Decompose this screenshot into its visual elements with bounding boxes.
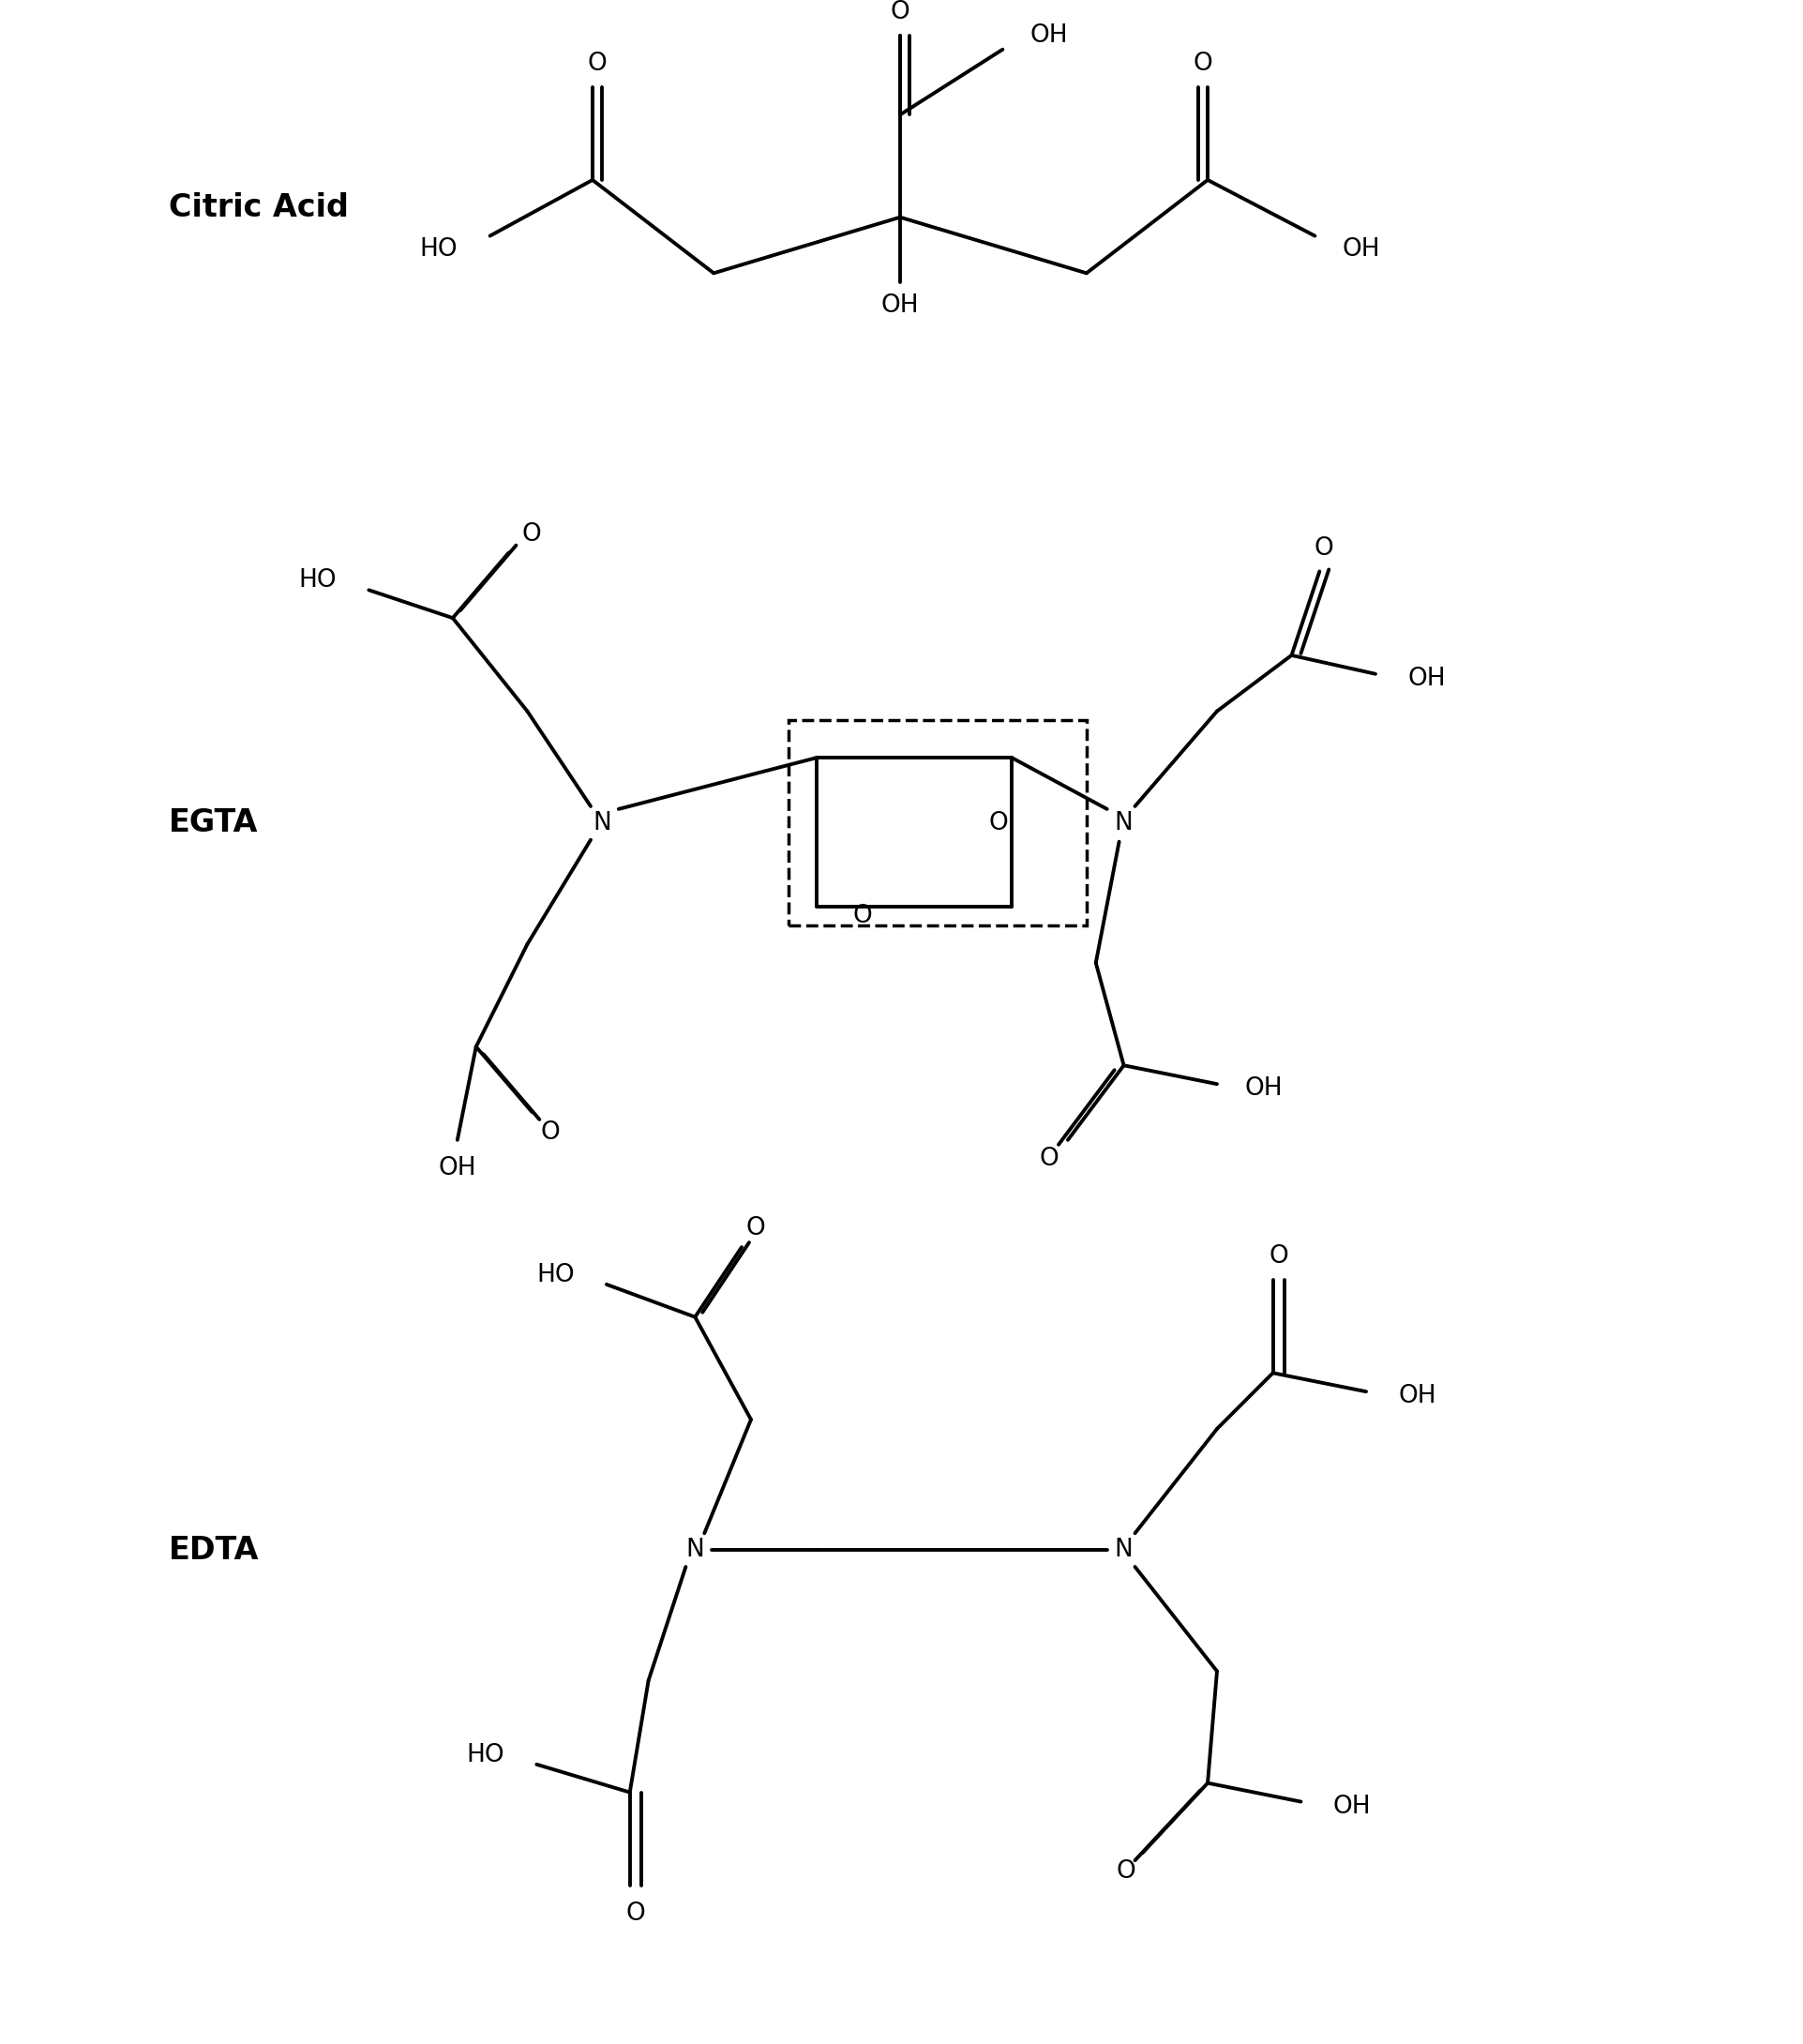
- Text: O: O: [1039, 1147, 1058, 1171]
- Text: O: O: [626, 1901, 645, 1925]
- Text: HO: HO: [299, 568, 337, 593]
- Text: N: N: [1114, 811, 1132, 836]
- Text: O: O: [588, 51, 606, 76]
- Text: O: O: [1192, 51, 1212, 76]
- Text: OH: OH: [438, 1155, 476, 1179]
- Text: O: O: [853, 903, 873, 928]
- Text: O: O: [745, 1216, 764, 1241]
- Text: OH: OH: [1332, 1795, 1370, 1819]
- Text: O: O: [1116, 1860, 1134, 1885]
- Text: O: O: [1268, 1245, 1287, 1269]
- Bar: [788, 722, 1085, 926]
- Text: HO: HO: [535, 1263, 573, 1288]
- Text: O: O: [521, 521, 541, 546]
- Text: N: N: [593, 811, 611, 836]
- Text: N: N: [685, 1537, 703, 1562]
- Text: OH: OH: [1406, 666, 1444, 691]
- Text: O: O: [988, 811, 1008, 836]
- Text: EGTA: EGTA: [168, 807, 258, 838]
- Text: EDTA: EDTA: [168, 1535, 260, 1566]
- Text: OH: OH: [1244, 1077, 1282, 1102]
- Text: O: O: [1314, 536, 1332, 560]
- Text: OH: OH: [1397, 1384, 1435, 1408]
- Text: O: O: [891, 0, 909, 25]
- Text: OH: OH: [1030, 22, 1067, 47]
- Text: N: N: [1114, 1537, 1132, 1562]
- Text: HO: HO: [420, 237, 458, 262]
- Text: OH: OH: [1341, 237, 1379, 262]
- Text: O: O: [541, 1120, 561, 1145]
- Text: Citric Acid: Citric Acid: [168, 192, 348, 223]
- Text: OH: OH: [880, 294, 920, 319]
- Text: HO: HO: [465, 1744, 505, 1768]
